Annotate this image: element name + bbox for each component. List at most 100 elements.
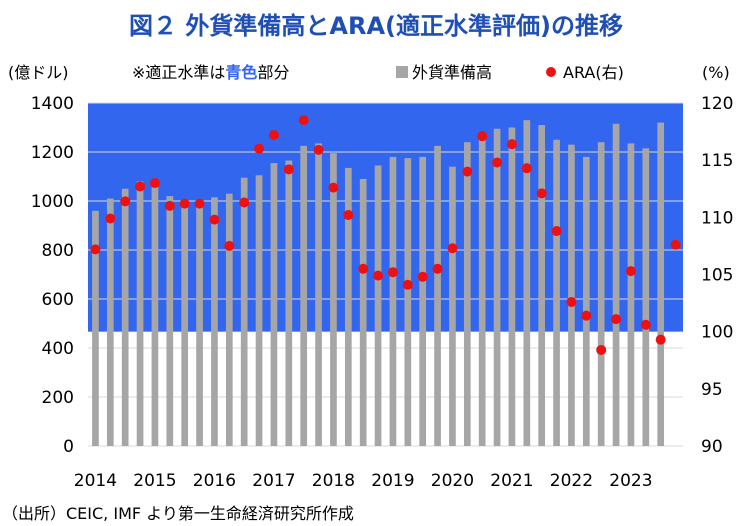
reserve-bar bbox=[508, 127, 516, 446]
ara-point bbox=[254, 143, 265, 154]
ara-dots bbox=[90, 115, 681, 355]
ara-point bbox=[655, 334, 666, 345]
ara-point bbox=[566, 296, 577, 307]
reserve-bar bbox=[493, 128, 501, 446]
right-tick-label: 105 bbox=[701, 266, 733, 286]
reserve-bar bbox=[92, 210, 99, 446]
reserve-bar bbox=[285, 160, 293, 446]
reserve-bar bbox=[121, 188, 129, 446]
ara-point bbox=[149, 178, 160, 189]
reserve-bar bbox=[166, 196, 174, 446]
left-tick-label: 0 bbox=[63, 437, 74, 457]
x-tick-label: 2021 bbox=[490, 471, 533, 491]
band-note-prefix: ※適正水準は bbox=[132, 63, 225, 82]
reserve-bar bbox=[597, 142, 605, 446]
ara-point bbox=[268, 130, 279, 141]
legend-bar-swatch bbox=[396, 66, 408, 78]
right-axis-ticks: 90 95 100 105 110 115 120 bbox=[701, 94, 733, 457]
ara-point bbox=[105, 213, 116, 224]
right-tick-label: 120 bbox=[701, 94, 733, 114]
ara-point bbox=[373, 270, 384, 281]
reserve-bar bbox=[523, 120, 531, 447]
ara-point bbox=[298, 115, 309, 126]
reserve-bar bbox=[151, 181, 159, 446]
left-tick-label: 1400 bbox=[31, 94, 74, 114]
reserve-bar bbox=[225, 193, 233, 446]
reserve-bar bbox=[255, 175, 263, 446]
ara-point bbox=[179, 198, 190, 209]
reserve-bar bbox=[270, 163, 278, 446]
x-tick-label: 2017 bbox=[252, 471, 295, 491]
left-axis-ticks: 0 200 400 600 800 1000 1200 1400 bbox=[31, 94, 74, 457]
ara-point bbox=[625, 266, 636, 277]
reserve-bar bbox=[374, 165, 382, 446]
reserve-bars bbox=[92, 120, 665, 447]
reserve-bar bbox=[300, 145, 308, 446]
reserve-bar bbox=[612, 123, 620, 446]
x-tick-label: 2018 bbox=[312, 471, 355, 491]
ara-point bbox=[521, 163, 532, 174]
reserve-bar bbox=[106, 198, 114, 446]
right-axis-unit: (%) bbox=[702, 63, 730, 82]
ara-point bbox=[343, 210, 354, 221]
reserve-bar bbox=[463, 142, 471, 446]
legend-ara-marker bbox=[546, 67, 556, 77]
x-tick-label: 2020 bbox=[431, 471, 474, 491]
reserve-bar bbox=[642, 148, 650, 446]
ara-point bbox=[209, 214, 220, 225]
ara-point bbox=[194, 198, 205, 209]
band-note-highlight: 青色 bbox=[225, 63, 257, 82]
x-tick-label: 2015 bbox=[133, 471, 176, 491]
band-note-suffix: 部分 bbox=[257, 63, 289, 82]
ara-point bbox=[536, 188, 547, 199]
ara-point bbox=[611, 314, 622, 325]
ara-point bbox=[328, 182, 339, 193]
reserve-bar bbox=[240, 177, 248, 446]
ara-point bbox=[551, 226, 562, 237]
legend-bar-label: 外貨準備高 bbox=[412, 63, 492, 82]
right-tick-label: 110 bbox=[701, 208, 733, 228]
right-tick-label: 95 bbox=[701, 380, 723, 400]
reserve-bar bbox=[196, 203, 203, 446]
ara-point bbox=[492, 157, 503, 168]
reserve-bar bbox=[211, 197, 218, 446]
reserve-bar bbox=[330, 153, 337, 446]
ara-point bbox=[447, 243, 458, 254]
ara-point bbox=[402, 279, 413, 290]
reserve-bar bbox=[136, 181, 144, 446]
ara-point bbox=[506, 139, 517, 150]
reserve-bar bbox=[627, 143, 635, 447]
ara-point bbox=[640, 319, 651, 330]
reserve-bar bbox=[449, 166, 456, 446]
reserve-bar bbox=[553, 139, 560, 446]
x-tick-label: 2022 bbox=[550, 471, 593, 491]
ara-point bbox=[283, 164, 294, 175]
reserve-bar bbox=[582, 156, 590, 446]
left-tick-label: 1200 bbox=[31, 143, 74, 163]
reserve-bar bbox=[315, 143, 322, 447]
reserve-bar bbox=[359, 178, 367, 446]
ara-point bbox=[135, 181, 146, 192]
ara-point bbox=[462, 166, 473, 177]
ara-point bbox=[477, 131, 488, 142]
reserve-bar bbox=[344, 167, 352, 447]
left-tick-label: 600 bbox=[42, 290, 74, 310]
ara-point bbox=[432, 263, 443, 274]
chart-svg: 0 200 400 600 800 1000 1200 1400 90 95 100 105 110 1… bbox=[8, 63, 733, 491]
right-tick-label: 90 bbox=[701, 437, 723, 457]
left-tick-label: 800 bbox=[42, 241, 74, 261]
ara-point bbox=[387, 267, 398, 278]
x-tick-label: 2016 bbox=[193, 471, 236, 491]
x-tick-label: 2014 bbox=[74, 471, 117, 491]
left-tick-label: 400 bbox=[42, 339, 74, 359]
adequacy-band bbox=[88, 103, 683, 332]
ara-point bbox=[239, 197, 250, 208]
x-tick-label: 2023 bbox=[609, 471, 652, 491]
reserve-bar bbox=[538, 125, 546, 447]
left-tick-label: 1000 bbox=[31, 192, 74, 212]
reserve-bar bbox=[478, 133, 486, 446]
ara-point bbox=[670, 239, 681, 250]
ara-point bbox=[90, 244, 101, 255]
ara-point bbox=[358, 263, 369, 274]
reserve-bar bbox=[389, 156, 397, 446]
